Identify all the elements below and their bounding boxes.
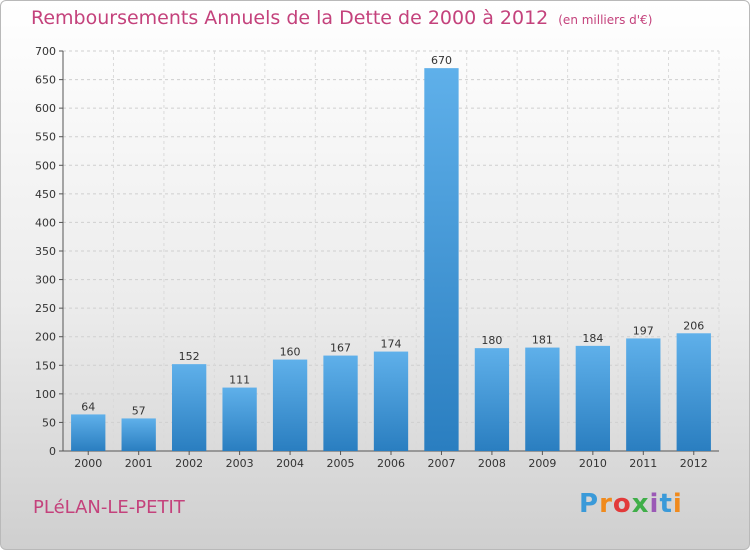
y-tick-label: 600 bbox=[35, 102, 56, 115]
x-tick-label: 2008 bbox=[478, 457, 506, 470]
chart-title-text: Remboursements Annuels de la Dette de 20… bbox=[31, 7, 549, 29]
y-tick-label: 400 bbox=[35, 216, 56, 229]
logo-letter: o bbox=[612, 489, 632, 519]
x-tick-label: 2005 bbox=[327, 457, 355, 470]
x-tick-label: 2007 bbox=[427, 457, 455, 470]
bar-value-label: 206 bbox=[683, 319, 704, 332]
y-tick-label: 150 bbox=[35, 359, 56, 372]
y-tick-label: 300 bbox=[35, 274, 56, 287]
logo-letter: r bbox=[599, 489, 613, 519]
bar bbox=[222, 387, 257, 451]
bar bbox=[323, 355, 358, 451]
bar bbox=[171, 364, 207, 451]
bar bbox=[575, 345, 611, 451]
x-tick-label: 2000 bbox=[74, 457, 102, 470]
bar bbox=[121, 418, 156, 451]
y-tick-label: 700 bbox=[35, 45, 56, 58]
bar-value-label: 64 bbox=[81, 400, 95, 413]
chart-unit: (en milliers d'€) bbox=[558, 13, 653, 27]
bar bbox=[474, 348, 510, 451]
bar bbox=[424, 68, 459, 452]
bar-value-label: 184 bbox=[582, 332, 603, 345]
city-name: PLéLAN-LE-PETIT bbox=[33, 497, 185, 518]
bar-value-label: 167 bbox=[330, 342, 351, 355]
y-tick-label: 100 bbox=[35, 388, 56, 401]
y-tick-label: 450 bbox=[35, 188, 56, 201]
bar-value-label: 111 bbox=[229, 374, 250, 387]
y-tick-label: 650 bbox=[35, 74, 56, 87]
x-tick-label: 2011 bbox=[629, 457, 657, 470]
x-tick-label: 2001 bbox=[125, 457, 153, 470]
axis-layer: 0 50 100 150 200 250 300 350 400 450 500 550 600 650 7… bbox=[35, 45, 719, 470]
y-tick-label: 50 bbox=[42, 416, 56, 429]
logo-letter: t bbox=[659, 489, 673, 519]
bar bbox=[626, 338, 661, 451]
bar-value-label: 160 bbox=[280, 346, 301, 359]
bar bbox=[525, 347, 560, 451]
y-tick-label: 550 bbox=[35, 131, 56, 144]
logo-letter: i bbox=[672, 489, 683, 519]
bar-value-label: 180 bbox=[481, 334, 502, 347]
bar bbox=[272, 359, 308, 451]
logo-letter: P bbox=[579, 489, 600, 519]
bar-value-label: 152 bbox=[179, 350, 200, 363]
x-tick-label: 2009 bbox=[528, 457, 556, 470]
x-tick-label: 2010 bbox=[579, 457, 607, 470]
x-tick-label: 2006 bbox=[377, 457, 405, 470]
y-tick-label: 0 bbox=[49, 445, 56, 458]
bar-value-label: 181 bbox=[532, 334, 553, 347]
proxiti-logo: Proxiti bbox=[579, 489, 683, 519]
x-tick-label: 2012 bbox=[680, 457, 708, 470]
y-tick-label: 350 bbox=[35, 245, 56, 258]
y-tick-label: 500 bbox=[35, 159, 56, 172]
bar-value-label: 57 bbox=[132, 404, 146, 417]
logo-letter: x bbox=[631, 489, 650, 519]
y-tick-label: 250 bbox=[35, 302, 56, 315]
logo-letter: i bbox=[649, 489, 660, 519]
x-tick-label: 2004 bbox=[276, 457, 304, 470]
bar-value-label: 197 bbox=[633, 324, 654, 337]
bar-layer: 64 57 152 111 160 167 174 670 180 181 184 197 206 bbox=[71, 54, 711, 452]
y-tick-label: 200 bbox=[35, 331, 56, 344]
bar-value-label: 670 bbox=[431, 54, 452, 67]
chart-title: Remboursements Annuels de la Dette de 20… bbox=[31, 7, 652, 29]
bar bbox=[373, 351, 409, 451]
bar bbox=[71, 414, 106, 451]
bar-value-label: 174 bbox=[381, 338, 402, 351]
x-tick-label: 2003 bbox=[226, 457, 254, 470]
x-tick-label: 2002 bbox=[175, 457, 203, 470]
bar bbox=[676, 333, 711, 451]
